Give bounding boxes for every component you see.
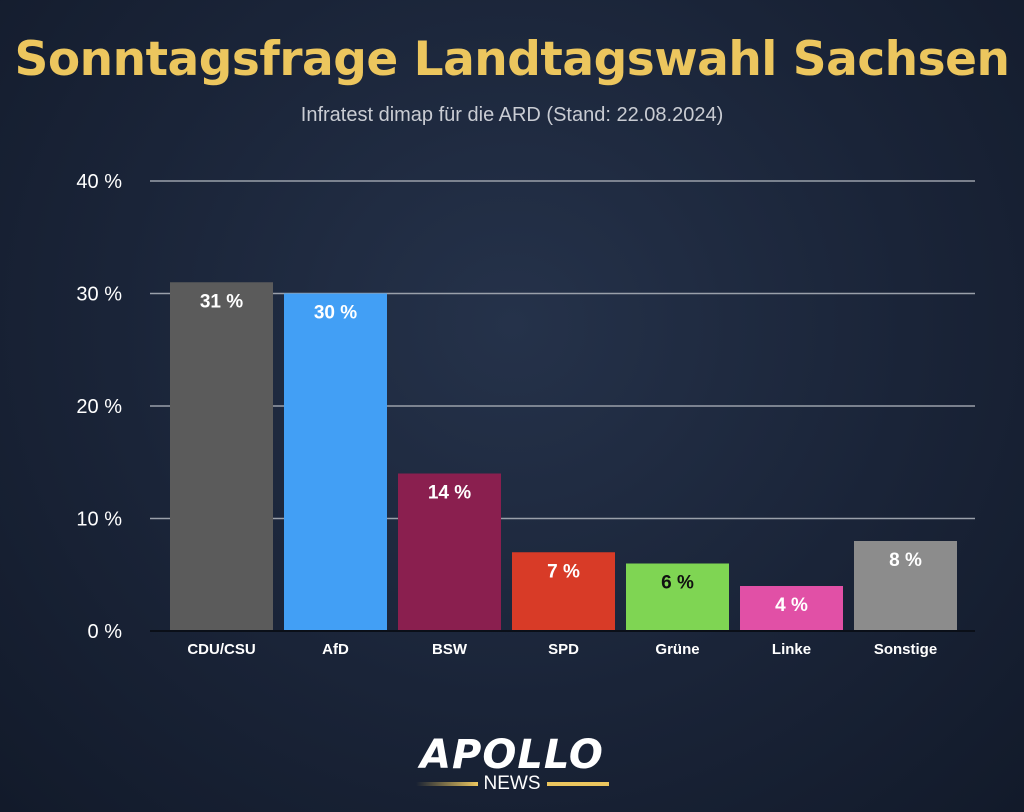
y-tick-label: 40 % bbox=[76, 171, 122, 193]
data-label: 8 % bbox=[889, 550, 922, 571]
logo-sub-text: NEWS bbox=[483, 773, 541, 794]
x-tick-label: Sonstige bbox=[874, 641, 937, 658]
y-tick-label: 30 % bbox=[76, 284, 122, 306]
chart-subtitle: Infratest dimap für die ARD (Stand: 22.0… bbox=[300, 104, 724, 126]
x-tick-label: AfD bbox=[322, 641, 349, 658]
x-tick-label: Grüne bbox=[655, 641, 699, 658]
y-tick-label: 20 % bbox=[76, 396, 122, 418]
bar-afd bbox=[284, 293, 387, 631]
logo-line-left bbox=[415, 782, 478, 786]
bar-spd bbox=[512, 552, 615, 631]
x-tick-label: SPD bbox=[548, 641, 579, 658]
bar-bsw bbox=[398, 473, 501, 631]
bar-gr-ne bbox=[626, 563, 729, 631]
x-tick-label: CDU/CSU bbox=[187, 641, 255, 658]
x-tick-label: BSW bbox=[432, 641, 468, 658]
data-label: 7 % bbox=[547, 561, 580, 582]
bar-linke bbox=[740, 586, 843, 631]
data-label: 6 % bbox=[661, 573, 694, 594]
y-tick-label: 0 % bbox=[88, 621, 123, 643]
apollo-news-logo: APOLLO NEWS bbox=[412, 735, 612, 795]
bar-sonstige bbox=[854, 541, 957, 631]
chart-title: Sonntagsfrage Landtagswahl Sachsen bbox=[14, 32, 1010, 87]
bar-cdu-csu bbox=[170, 282, 273, 631]
bar-chart: 0 % 10 % 20 % 30 % 40 % 31 % CDU/CSU 30 % AfD 14 … bbox=[76, 171, 975, 658]
logo-line-right bbox=[546, 782, 609, 786]
x-tick-label: Linke bbox=[772, 641, 811, 658]
logo-main-text: APOLLO bbox=[420, 732, 604, 778]
data-label: 30 % bbox=[314, 303, 357, 324]
data-label: 14 % bbox=[428, 483, 471, 504]
y-tick-label: 10 % bbox=[76, 509, 122, 531]
data-label: 4 % bbox=[775, 595, 808, 616]
data-label: 31 % bbox=[200, 291, 243, 312]
